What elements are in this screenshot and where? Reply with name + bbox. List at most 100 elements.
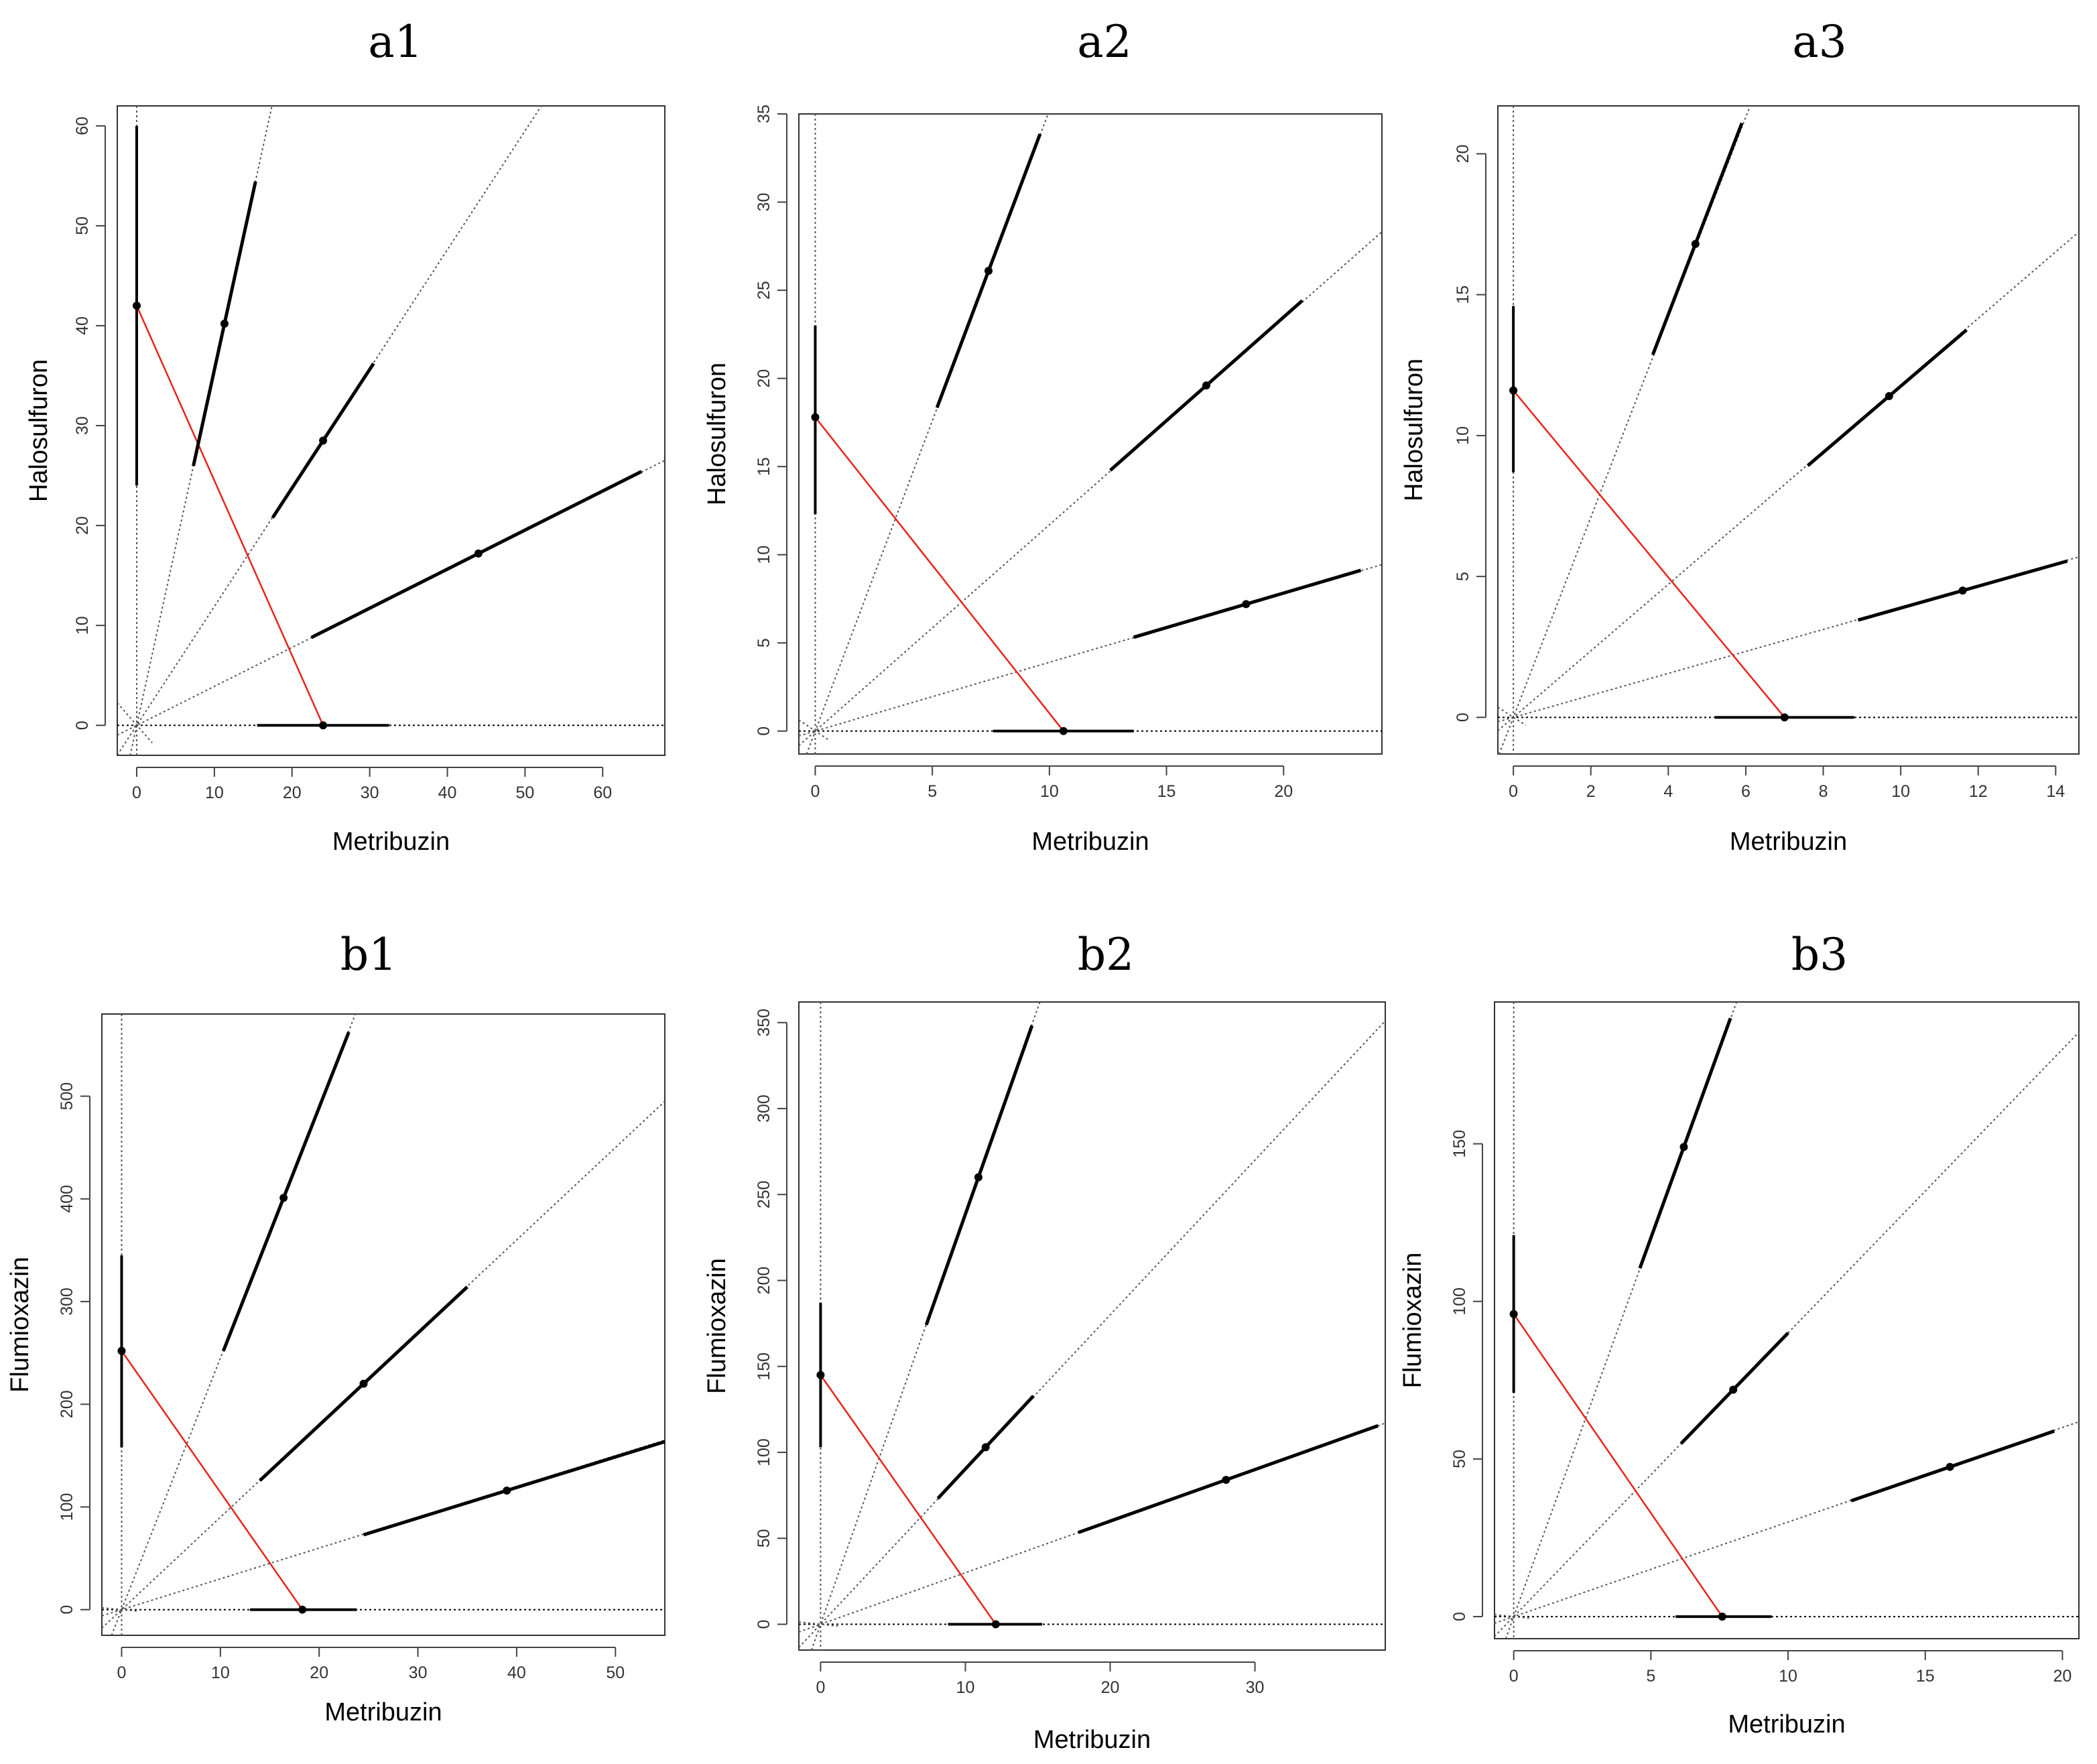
y-agent-point — [811, 413, 820, 422]
mixture-point-3 — [1242, 600, 1251, 609]
y-tick-label: 20 — [73, 516, 92, 535]
x-tick-label: 10 — [956, 1678, 975, 1697]
origin-cross-guide — [1495, 1614, 1529, 1619]
x-tick-label: 0 — [811, 782, 820, 801]
mixture-point-1 — [1679, 1143, 1688, 1151]
x-tick-label: 40 — [438, 783, 457, 802]
plot-area — [799, 1002, 1385, 1650]
ray-line-1 — [1499, 106, 1751, 754]
y-tick-label: 0 — [1450, 1612, 1469, 1621]
y-tick-label: 500 — [58, 1082, 76, 1111]
y-axis-label: Flumioxazin — [6, 1257, 34, 1393]
y-tick-label: 0 — [755, 727, 773, 736]
x-tick-label: 30 — [409, 1663, 428, 1682]
x-tick-label: 20 — [2053, 1667, 2072, 1686]
chart-panel-a1: a1 0 10 20 30 40 50 60 0 10 20 30 40 50 60 Metribuzin Ha… — [25, 16, 665, 856]
x-tick-label: 0 — [132, 783, 141, 802]
x-tick-label: 50 — [515, 783, 534, 802]
plot-frame — [798, 113, 1383, 755]
mixture-point-1 — [1691, 240, 1700, 249]
x-tick-label: 40 — [507, 1663, 526, 1682]
y-tick-label: 150 — [755, 1352, 773, 1381]
x-axis-label: Metribuzin — [324, 1698, 442, 1726]
y-tick-label: 100 — [58, 1493, 76, 1521]
ray-line-2 — [1498, 231, 2079, 731]
x-tick-label: 20 — [1274, 782, 1293, 801]
x-axis-label: Metribuzin — [1730, 828, 1847, 856]
y-tick-label: 15 — [755, 457, 773, 476]
y-tick-label: 200 — [58, 1390, 76, 1418]
x-tick-label: 30 — [361, 783, 379, 802]
plot-frame — [117, 105, 665, 756]
ray-line-2 — [799, 1020, 1385, 1648]
x-agent-point — [1059, 727, 1068, 735]
mixture-point-1 — [220, 319, 229, 328]
y-tick-label: 0 — [755, 1620, 773, 1629]
mixture-point-2 — [319, 436, 328, 445]
panel-title: a1 — [368, 16, 422, 68]
mixture-confidence-interval-1 — [1638, 1017, 1732, 1269]
x-agent-point — [319, 721, 328, 730]
y-tick-label: 30 — [73, 416, 92, 435]
x-axis-label: Metribuzin — [1031, 828, 1149, 856]
y-tick-label: 150 — [1450, 1130, 1469, 1158]
ray-line-2 — [1495, 1031, 2079, 1637]
chart-panel-a3: a3 0 2 4 6 8 10 12 14 0 5 10 15 20 Metribuzin Halosulfu… — [1400, 16, 2080, 856]
y-tick-label: 30 — [755, 193, 773, 212]
mixture-point-2 — [1729, 1385, 1738, 1394]
plot-area — [1495, 1002, 2079, 1639]
y-axis-label: Halosulfuron — [25, 359, 53, 502]
x-tick-label: 10 — [211, 1663, 230, 1682]
plot-frame — [1497, 105, 2080, 755]
x-tick-label: 30 — [1246, 1678, 1265, 1697]
mixture-point-2 — [981, 1443, 990, 1452]
mixture-point-3 — [1222, 1476, 1230, 1485]
x-tick-label: 15 — [1916, 1667, 1935, 1686]
y-tick-label: 250 — [755, 1180, 773, 1208]
x-tick-label: 8 — [1819, 782, 1828, 801]
y-tick-label: 50 — [1450, 1450, 1469, 1468]
y-agent-point — [1509, 386, 1518, 395]
y-axis-label: Halosulfuron — [1400, 359, 1428, 501]
additivity-line — [814, 416, 1064, 732]
ray-line-1 — [806, 114, 1049, 754]
x-tick-label: 4 — [1663, 782, 1673, 801]
y-tick-label: 60 — [73, 117, 92, 135]
x-axis-label: Metribuzin — [1033, 1726, 1151, 1754]
plot-area — [117, 106, 665, 755]
mixture-point-1 — [974, 1173, 982, 1182]
panel-title: a2 — [1077, 16, 1131, 68]
y-tick-label: 50 — [73, 216, 92, 235]
chart-panel-b3: b3 0 5 10 15 20 0 50 100 150 Metribuzin Flumioxazin — [1399, 929, 2080, 1739]
y-tick-label: 10 — [1454, 426, 1472, 445]
chart-panel-b2: b20 10 20 30050100150200250300350Metribuzin… — [703, 929, 1386, 1754]
panel-title: b3 — [1791, 929, 1848, 981]
y-tick-label: 300 — [58, 1287, 76, 1316]
additivity-line — [121, 1350, 304, 1611]
x-axis-label: Metribuzin — [1728, 1710, 1845, 1739]
y-tick-label: 300 — [755, 1094, 773, 1123]
panel-title: b1 — [340, 929, 397, 981]
x-axis-label: Metribuzin — [332, 828, 450, 856]
additivity-line — [135, 305, 324, 726]
origin-cross-guide — [799, 719, 829, 741]
x-tick-label: 5 — [1646, 1667, 1655, 1686]
plot-frame — [101, 1013, 665, 1636]
x-tick-label: 12 — [1969, 782, 1988, 801]
y-tick-label: 35 — [755, 105, 773, 123]
y-tick-label: 25 — [755, 281, 773, 300]
x-tick-label: 20 — [283, 783, 302, 802]
mixture-point-2 — [359, 1379, 368, 1388]
mixture-point-1 — [984, 267, 993, 275]
mixture-point-3 — [1946, 1462, 1954, 1471]
x-agent-point — [1780, 713, 1789, 722]
y-tick-label: 0 — [1454, 712, 1472, 722]
plot-area — [102, 1014, 665, 1635]
x-agent-point — [991, 1620, 1000, 1629]
panel-title: a3 — [1792, 16, 1846, 68]
plot-frame — [798, 1001, 1386, 1651]
mixture-point-3 — [1958, 586, 1967, 595]
y-tick-label: 10 — [755, 546, 773, 564]
plot-area — [1498, 106, 2079, 754]
